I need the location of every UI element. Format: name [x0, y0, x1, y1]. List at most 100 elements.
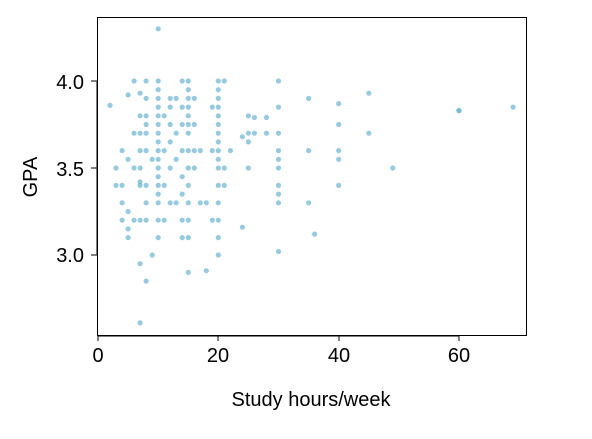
data-point — [215, 104, 221, 110]
data-point — [185, 148, 191, 154]
data-point — [107, 102, 113, 108]
data-point — [143, 200, 149, 206]
data-point — [179, 121, 185, 128]
data-point — [137, 320, 143, 326]
data-point — [215, 235, 221, 241]
y-axis-title: GPA — [20, 156, 42, 197]
data-point — [336, 148, 342, 154]
data-point — [306, 200, 312, 206]
data-point — [263, 114, 270, 121]
data-point — [143, 217, 149, 223]
data-point — [155, 235, 161, 241]
data-point — [215, 87, 221, 93]
data-point — [143, 148, 149, 154]
data-point — [185, 130, 191, 136]
data-point — [185, 87, 191, 93]
data-point — [179, 78, 185, 84]
data-point — [143, 95, 149, 101]
data-point — [179, 148, 185, 154]
data-point — [125, 92, 131, 98]
data-point — [215, 182, 221, 188]
data-point — [185, 200, 191, 206]
data-point — [173, 95, 179, 101]
data-point — [119, 148, 125, 154]
data-point — [203, 268, 209, 274]
data-point — [366, 130, 372, 136]
data-point — [185, 235, 191, 241]
data-point — [155, 139, 161, 145]
data-point — [366, 90, 372, 96]
data-point — [167, 95, 173, 101]
data-point — [245, 139, 251, 145]
data-point — [245, 130, 251, 136]
data-point — [155, 104, 161, 110]
data-point — [275, 78, 282, 84]
data-point — [119, 200, 125, 206]
data-point — [221, 78, 227, 84]
data-point — [161, 148, 167, 154]
data-point — [312, 231, 318, 237]
y-tick-label-4-0: 4.0 — [56, 72, 84, 94]
x-tick-label-0: 0 — [92, 345, 103, 367]
data-point — [209, 104, 215, 110]
data-point — [185, 104, 191, 110]
data-point — [275, 182, 282, 188]
data-point — [155, 165, 161, 171]
data-point — [245, 165, 251, 171]
data-point — [275, 248, 282, 255]
data-point — [390, 165, 396, 171]
x-axis-title: Study hours/week — [232, 389, 392, 411]
data-point — [215, 200, 221, 206]
data-point — [179, 174, 185, 180]
y-tick-label-3-0: 3.0 — [56, 245, 84, 267]
y-tick-labels: 4.0 3.5 3.0 — [56, 72, 84, 267]
data-point — [185, 95, 191, 101]
data-point — [155, 156, 161, 162]
data-point — [185, 121, 191, 128]
plot-frame — [97, 17, 527, 336]
data-point — [275, 191, 282, 197]
data-point — [209, 217, 215, 223]
data-point — [215, 113, 221, 119]
data-point — [125, 226, 131, 232]
data-point — [275, 130, 282, 136]
data-point — [173, 200, 179, 206]
data-point — [191, 165, 197, 171]
data-points — [107, 26, 516, 326]
data-point — [179, 235, 185, 241]
data-point — [155, 191, 161, 197]
data-point — [336, 101, 342, 107]
data-point — [155, 78, 161, 84]
data-point — [137, 113, 143, 119]
data-point — [173, 156, 179, 162]
data-point — [215, 95, 221, 101]
data-point — [167, 104, 173, 110]
data-point — [275, 148, 282, 154]
data-point — [155, 217, 161, 223]
data-point — [227, 148, 233, 154]
data-point — [113, 182, 119, 188]
data-point — [155, 148, 161, 154]
data-point — [155, 130, 161, 136]
data-point — [215, 252, 221, 258]
data-point — [197, 148, 203, 154]
data-point — [275, 200, 282, 206]
data-point — [155, 182, 161, 188]
data-point — [167, 121, 173, 128]
x-tick-label-40: 40 — [328, 345, 350, 367]
data-point — [263, 130, 270, 136]
data-point — [155, 174, 161, 180]
data-point — [137, 261, 143, 267]
data-point — [275, 104, 282, 110]
data-point — [251, 114, 257, 121]
data-point — [155, 113, 161, 119]
data-point — [306, 95, 312, 101]
data-point — [215, 78, 221, 84]
data-point — [167, 139, 173, 145]
data-point — [221, 182, 227, 188]
data-point — [215, 156, 221, 162]
data-point — [167, 200, 173, 206]
data-point — [336, 156, 342, 162]
data-point — [143, 182, 149, 188]
